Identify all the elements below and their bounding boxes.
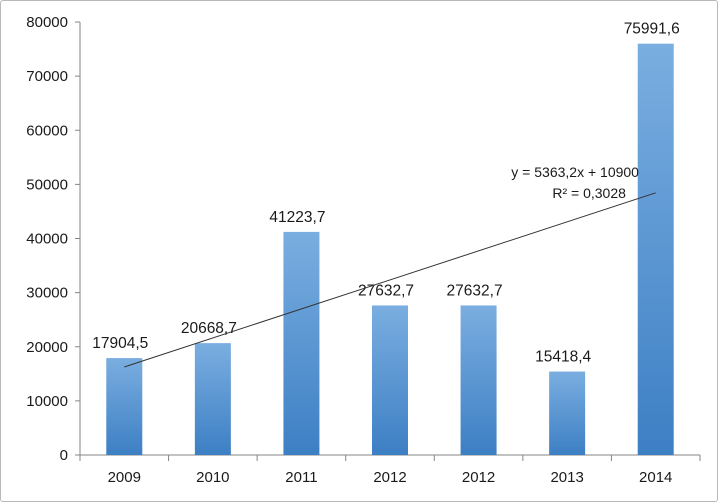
x-tick-label: 2014	[639, 469, 672, 486]
trendline-group: y = 5363,2x + 10900 R² = 0,3028	[124, 164, 656, 368]
bar	[549, 371, 586, 455]
data-label: 41223,7	[269, 209, 325, 226]
bar	[194, 343, 231, 455]
bar	[106, 358, 143, 455]
x-tick-label: 2012	[462, 469, 495, 486]
y-tick-label: 60000	[26, 122, 68, 139]
y-tick-label: 50000	[26, 176, 68, 193]
bar	[372, 305, 408, 455]
data-label: 20668,7	[181, 320, 237, 337]
data-label: 27632,7	[358, 282, 414, 299]
x-tick-label: 2013	[550, 469, 583, 486]
x-tick-label: 2009	[108, 469, 141, 486]
y-tick-label: 80000	[26, 14, 68, 31]
y-tick-label: 30000	[26, 285, 68, 302]
bar	[283, 231, 320, 455]
trendline	[124, 192, 656, 368]
data-labels: 17904,5 20668,7 41223,7 27632,7 27632,7 15418…	[92, 21, 679, 366]
y-tick-label: 0	[60, 447, 68, 464]
x-tick-label: 2011	[285, 469, 317, 486]
trendline-equation: y = 5363,2x + 10900	[511, 164, 639, 180]
data-label: 15418,4	[535, 349, 591, 366]
bars	[106, 43, 674, 455]
y-tick-label: 40000	[26, 231, 68, 248]
x-tick-label: 2012	[373, 469, 406, 486]
y-tick-label: 20000	[26, 339, 68, 356]
y-tick-label: 70000	[26, 68, 68, 85]
bar	[637, 43, 674, 455]
x-axis: 2009 2010 2011 2012 2012 2013 2014	[79, 454, 701, 486]
y-axis: 0 10000 20000 30000 40000 50000 60000 70000 8000…	[26, 14, 81, 464]
x-tick-label: 2010	[196, 469, 229, 486]
bar	[460, 305, 497, 455]
data-label: 27632,7	[447, 282, 503, 299]
data-label: 17904,5	[92, 335, 148, 352]
data-label: 75991,6	[624, 21, 680, 38]
trendline-r-squared: R² = 0,3028	[552, 185, 626, 201]
y-tick-label: 10000	[26, 393, 68, 410]
